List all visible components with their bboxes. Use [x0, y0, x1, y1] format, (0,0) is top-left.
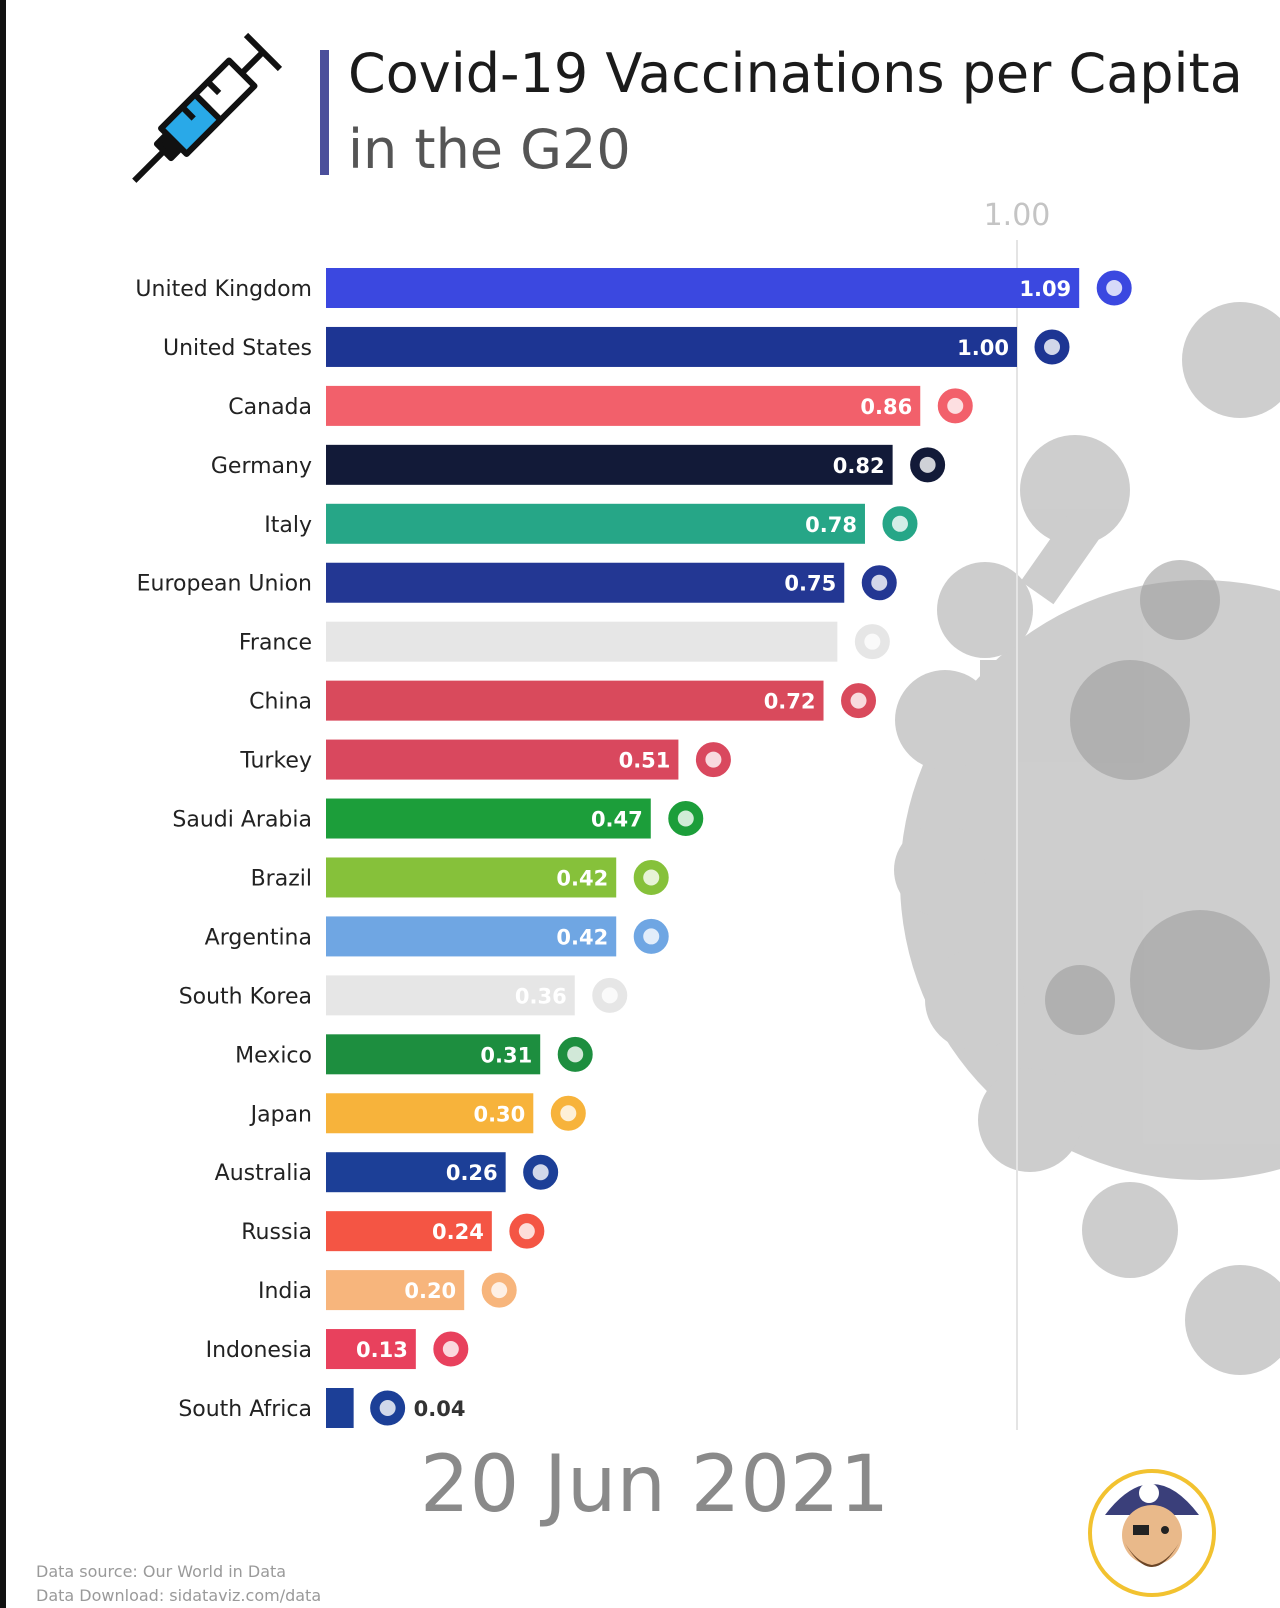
- left-border: [0, 0, 6, 1608]
- bar: [326, 975, 575, 1016]
- country-label: Australia: [215, 1161, 312, 1186]
- chart-subtitle: in the G20: [348, 118, 631, 181]
- australia-flag-icon: [520, 1151, 562, 1193]
- value-label: 0.24: [432, 1220, 484, 1244]
- bar: [326, 739, 679, 780]
- canada-flag-icon: [934, 385, 976, 427]
- country-label: United Kingdom: [135, 277, 312, 302]
- turkey-flag-icon: [692, 739, 734, 781]
- saudi-arabia-flag-icon: [665, 798, 707, 840]
- bar: [326, 1093, 534, 1134]
- value-label: 0.36: [515, 984, 567, 1008]
- uk-flag-icon: [1093, 267, 1135, 309]
- value-label: 0.42: [556, 866, 608, 890]
- bar: [326, 1034, 541, 1075]
- country-label: Japan: [249, 1102, 312, 1127]
- bar: [326, 326, 1017, 367]
- value-label: 1.00: [957, 336, 1009, 360]
- country-label: Germany: [211, 454, 312, 479]
- country-label: India: [258, 1279, 312, 1304]
- value-label: 0.13: [356, 1338, 408, 1362]
- germany-flag-icon: [907, 444, 949, 486]
- south-africa-flag-icon: [367, 1387, 409, 1429]
- country-label: Brazil: [251, 866, 312, 891]
- bar: [326, 562, 845, 603]
- value-label: 0.82: [833, 454, 885, 478]
- country-label: Indonesia: [206, 1338, 312, 1363]
- india-flag-icon: [478, 1269, 520, 1311]
- country-label: South Korea: [179, 984, 312, 1009]
- chart-title: Covid-19 Vaccinations per Capita: [348, 42, 1243, 105]
- title-accent-bar: [320, 50, 329, 175]
- bar: [326, 857, 617, 898]
- france-flag-icon: [851, 621, 893, 663]
- bar: [326, 1211, 492, 1252]
- bar: [326, 1388, 354, 1428]
- italy-flag-icon: [879, 503, 921, 545]
- bar: [326, 680, 824, 721]
- us-flag-icon: [1031, 326, 1073, 368]
- source-note: Data source: Our World in Data Data Down…: [36, 1560, 321, 1608]
- eu-flag-icon: [858, 562, 900, 604]
- value-label: 0.20: [404, 1279, 456, 1303]
- brazil-flag-icon: [630, 856, 672, 898]
- country-label: France: [239, 631, 312, 656]
- value-label: 0.42: [556, 925, 608, 949]
- country-label: European Union: [137, 572, 312, 597]
- russia-flag-icon: [506, 1210, 548, 1252]
- bar: [326, 444, 893, 485]
- value-label: 1.09: [1019, 277, 1071, 301]
- argentina-flag-icon: [630, 915, 672, 957]
- china-flag-icon: [838, 680, 880, 722]
- country-label: United States: [163, 336, 312, 361]
- bar: [326, 503, 865, 544]
- japan-flag-icon: [547, 1092, 589, 1134]
- pirate-mascot-logo: [1088, 1469, 1216, 1597]
- south-korea-flag-icon: [589, 974, 631, 1016]
- download-line: Data Download: sidataviz.com/data: [36, 1586, 322, 1605]
- bar: [326, 621, 838, 662]
- country-label: Turkey: [239, 749, 312, 774]
- bar: [326, 1152, 506, 1193]
- country-label: Russia: [241, 1220, 312, 1245]
- value-label: 0.30: [473, 1102, 525, 1126]
- value-label: 0.31: [480, 1043, 532, 1067]
- value-label: 0.47: [591, 808, 643, 832]
- bar: [326, 385, 921, 426]
- value-label: 0.04: [414, 1397, 466, 1421]
- value-label: 0.86: [860, 395, 912, 419]
- country-label: Mexico: [235, 1043, 312, 1068]
- syringe-icon: [132, 32, 283, 183]
- value-label: 0.78: [805, 513, 857, 537]
- tick-label: 1.00: [984, 198, 1051, 233]
- country-label: Italy: [264, 513, 312, 538]
- bar: [326, 268, 1080, 308]
- country-label: Argentina: [205, 925, 312, 950]
- value-label: 0.51: [619, 749, 671, 773]
- value-label: 0.75: [784, 572, 836, 596]
- mexico-flag-icon: [554, 1033, 596, 1075]
- value-label: 0.72: [764, 690, 816, 714]
- country-label: South Africa: [178, 1397, 312, 1422]
- country-label: China: [249, 690, 312, 715]
- bar: [326, 1329, 416, 1370]
- country-label: Saudi Arabia: [172, 808, 312, 833]
- value-label: 0.26: [446, 1161, 498, 1185]
- date-label: 20 Jun 2021: [420, 1440, 890, 1530]
- indonesia-flag-icon: [430, 1328, 472, 1370]
- bar: [326, 798, 651, 839]
- country-label: Canada: [228, 395, 312, 420]
- source-line: Data source: Our World in Data: [36, 1562, 287, 1581]
- bar: [326, 916, 617, 957]
- bar: [326, 1270, 465, 1311]
